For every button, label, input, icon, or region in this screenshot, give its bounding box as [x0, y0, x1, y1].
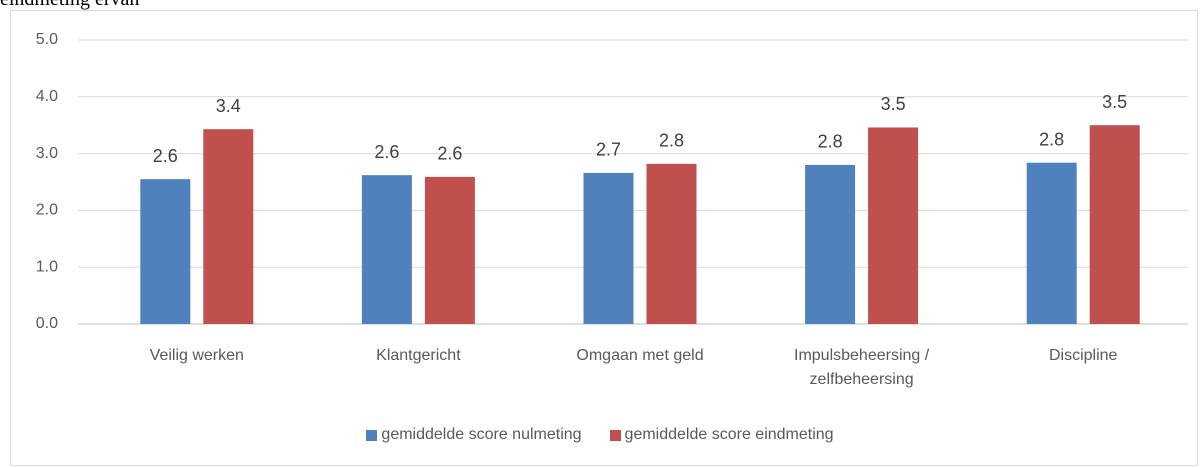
legend: gemiddelde score nulmeting gemiddelde sco…	[0, 426, 1200, 444]
legend-item: gemiddelde score eindmeting	[609, 426, 834, 444]
data-label: 2.7	[596, 140, 621, 160]
bar	[1026, 162, 1077, 324]
y-tick-label: 3.0	[36, 145, 58, 162]
data-label: 3.4	[216, 96, 241, 116]
legend-label: gemiddelde score nulmeting	[381, 426, 582, 443]
y-tick-label: 5.0	[36, 31, 58, 48]
x-tick-label: Impulsbeheersing / zelfbeheersing	[794, 347, 930, 388]
bar	[424, 176, 475, 324]
bar	[140, 179, 191, 324]
y-tick-label: 1.0	[36, 258, 58, 275]
chart-title: eindmeting ervan	[0, 0, 139, 11]
data-label: 2.8	[1039, 129, 1064, 149]
data-label: 3.5	[881, 94, 906, 114]
legend-swatch	[366, 429, 378, 441]
x-tick-label: Omgaan met geld	[576, 347, 704, 364]
x-tick-label: Veilig werken	[149, 347, 244, 364]
x-tick-label: Klantgericht	[376, 347, 461, 364]
data-label: 2.8	[818, 132, 843, 152]
data-label: 2.6	[374, 142, 399, 162]
chart-frame	[10, 10, 1198, 466]
bar	[805, 164, 856, 324]
legend-item: gemiddelde score nulmeting	[366, 426, 582, 444]
y-tick-label: 0.0	[36, 315, 58, 332]
bar	[583, 172, 634, 324]
bar	[203, 129, 254, 324]
data-label: 2.6	[153, 146, 178, 166]
bar	[1089, 125, 1140, 324]
y-tick-label: 2.0	[36, 202, 58, 219]
data-label: 3.5	[1102, 92, 1127, 112]
bar	[646, 163, 697, 324]
y-tick-label: 4.0	[36, 88, 58, 105]
legend-swatch	[609, 429, 621, 441]
data-label: 2.8	[659, 131, 684, 151]
bar	[868, 127, 919, 324]
data-label: 2.6	[437, 144, 462, 164]
x-tick-label: Discipline	[1048, 347, 1118, 364]
bar	[361, 175, 412, 324]
legend-label: gemiddelde score eindmeting	[624, 426, 834, 443]
